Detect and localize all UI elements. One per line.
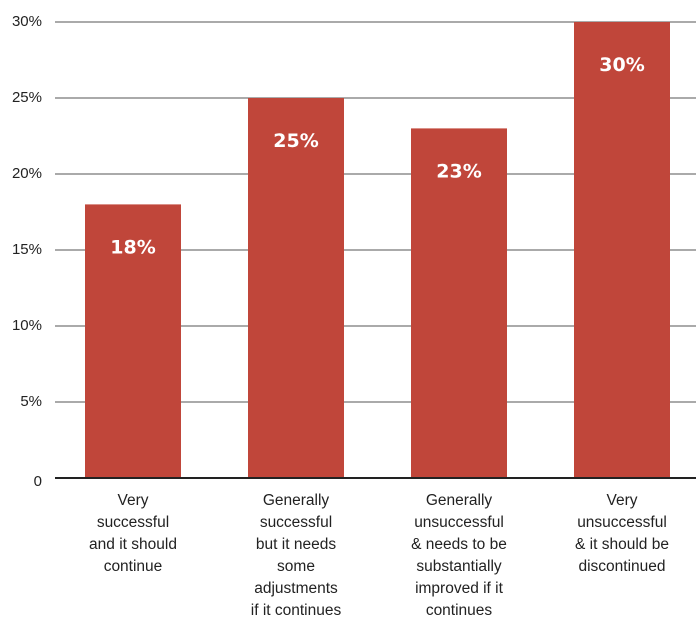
category-label-line: unsuccessful <box>577 514 667 531</box>
data-label: 25% <box>273 130 318 152</box>
category-label-line: if it continues <box>251 602 342 619</box>
bar <box>574 22 670 478</box>
bar <box>411 128 507 478</box>
category-label: Very unsuccessful & it should be discontinu… <box>575 492 669 575</box>
category-label-line: continue <box>104 558 163 575</box>
category-label: Very successful and it should continue <box>89 492 177 575</box>
data-labels: 18% 25% 23% 30% <box>110 54 644 258</box>
category-label-line: Generally <box>426 492 493 509</box>
bar <box>85 204 181 478</box>
category-label-line: & needs to be <box>411 536 507 553</box>
category-label-line: unsuccessful <box>414 514 504 531</box>
category-label-line: Generally <box>263 492 330 509</box>
category-label-line: successful <box>97 514 169 531</box>
y-tick-label: 15% <box>12 241 42 258</box>
category-label-line: substantially <box>416 558 502 575</box>
data-label: 23% <box>436 160 481 182</box>
bar <box>248 98 344 478</box>
category-label-line: Very <box>117 492 148 509</box>
y-tick-labels: 0 5% 10% 15% 20% 25% 30% <box>12 13 42 490</box>
category-label-line: Very <box>606 492 637 509</box>
y-tick-label: 25% <box>12 89 42 106</box>
category-label-line: improved if it <box>415 580 504 597</box>
y-tick-label: 30% <box>12 13 42 30</box>
category-label-line: successful <box>260 514 332 531</box>
bars <box>85 22 670 478</box>
category-label-line: & it should be <box>575 536 669 553</box>
y-tick-label: 0 <box>34 473 42 490</box>
y-tick-label: 10% <box>12 317 42 334</box>
category-label-line: and it should <box>89 536 177 553</box>
category-label-line: continues <box>426 602 493 619</box>
category-label: Generally successful but it needs some adjus… <box>251 492 342 619</box>
category-labels: Very successful and it should continue Gener… <box>89 492 669 619</box>
y-tick-label: 5% <box>20 393 42 410</box>
y-tick-label: 20% <box>12 165 42 182</box>
category-label-line: discontinued <box>578 558 665 575</box>
data-label: 30% <box>599 54 644 76</box>
category-label-line: some <box>277 558 315 575</box>
category-label-line: but it needs <box>256 536 336 553</box>
category-label-line: adjustments <box>254 580 338 597</box>
category-label: Generally unsuccessful & needs to be substa… <box>411 492 507 619</box>
data-label: 18% <box>110 236 155 258</box>
